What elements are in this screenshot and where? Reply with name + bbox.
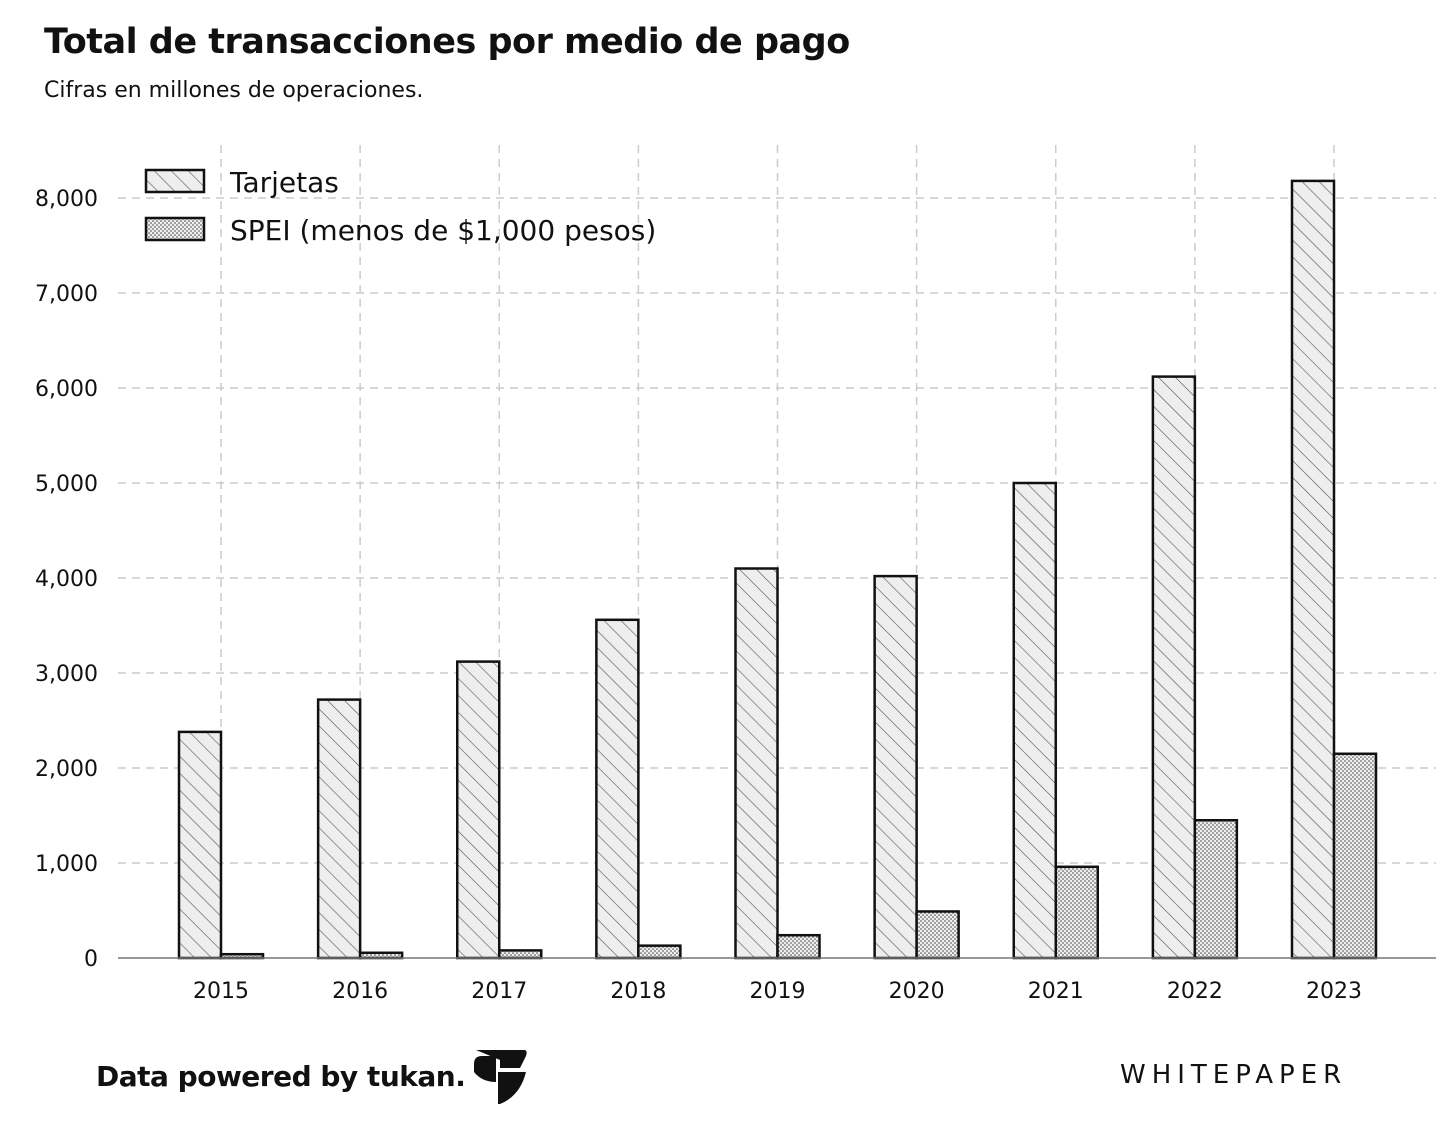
source-credit: Data powered by tukan. bbox=[96, 1060, 466, 1093]
y-tick-label: 0 bbox=[84, 947, 98, 972]
bar-spei bbox=[1332, 752, 1378, 960]
y-tick-label: 3,000 bbox=[35, 662, 98, 687]
bar-spei bbox=[498, 949, 543, 960]
x-tick-label: 2021 bbox=[1028, 979, 1084, 1004]
bar-tarjetas bbox=[316, 698, 362, 960]
bar-tarjetas bbox=[1151, 375, 1197, 960]
legend-swatch bbox=[144, 216, 206, 242]
chart-title: Total de transacciones por medio de pago bbox=[44, 22, 850, 62]
x-tick-label: 2020 bbox=[889, 979, 945, 1004]
bar-spei bbox=[1193, 819, 1239, 960]
bars bbox=[177, 179, 1378, 960]
bar-tarjetas bbox=[1012, 481, 1057, 960]
x-tick-label: 2017 bbox=[471, 979, 527, 1004]
bar-spei bbox=[915, 910, 960, 960]
bar-tarjetas bbox=[177, 730, 223, 960]
legend: Tarjetas SPEI (menos de $1,000 pesos) bbox=[144, 166, 656, 247]
y-axis-ticks: 0 1,000 2,000 3,000 4,000 5,000 6,000 7,000 8,00… bbox=[35, 187, 98, 972]
bar-tarjetas bbox=[595, 618, 640, 960]
x-tick-label: 2016 bbox=[332, 979, 388, 1004]
bar-spei bbox=[776, 933, 821, 960]
bar-spei bbox=[637, 944, 682, 960]
x-tick-label: 2018 bbox=[610, 979, 666, 1004]
y-tick-label: 8,000 bbox=[35, 187, 98, 212]
legend-swatch bbox=[144, 168, 206, 194]
y-tick-label: 7,000 bbox=[35, 282, 98, 307]
y-tick-label: 6,000 bbox=[35, 377, 98, 402]
tukan-logo-icon bbox=[474, 1050, 527, 1104]
x-tick-label: 2019 bbox=[750, 979, 806, 1004]
bar-tarjetas bbox=[873, 574, 918, 960]
legend-label: Tarjetas bbox=[229, 166, 339, 199]
y-tick-label: 4,000 bbox=[35, 567, 98, 592]
bar-spei bbox=[1054, 865, 1099, 960]
bar-spei bbox=[358, 951, 404, 960]
x-tick-label: 2015 bbox=[193, 979, 249, 1004]
brand-wordmark: WHITEPAPER bbox=[1120, 1060, 1348, 1090]
legend-label: SPEI (menos de $1,000 pesos) bbox=[230, 214, 656, 247]
y-tick-label: 2,000 bbox=[35, 757, 98, 782]
bar-tarjetas bbox=[456, 660, 501, 960]
y-tick-label: 5,000 bbox=[35, 472, 98, 497]
x-tick-label: 2023 bbox=[1306, 979, 1362, 1004]
y-tick-label: 1,000 bbox=[35, 852, 98, 877]
bar-chart: 0 1,000 2,000 3,000 4,000 5,000 6,000 7,000 8,00… bbox=[35, 145, 1436, 1004]
bar-tarjetas bbox=[1290, 179, 1336, 960]
x-axis-ticks: 2015 2016 2017 2018 2019 2020 2021 2022 2023 bbox=[193, 979, 1362, 1004]
bar-tarjetas bbox=[734, 567, 779, 960]
x-tick-label: 2022 bbox=[1167, 979, 1223, 1004]
chart-subtitle: Cifras en millones de operaciones. bbox=[44, 78, 424, 103]
